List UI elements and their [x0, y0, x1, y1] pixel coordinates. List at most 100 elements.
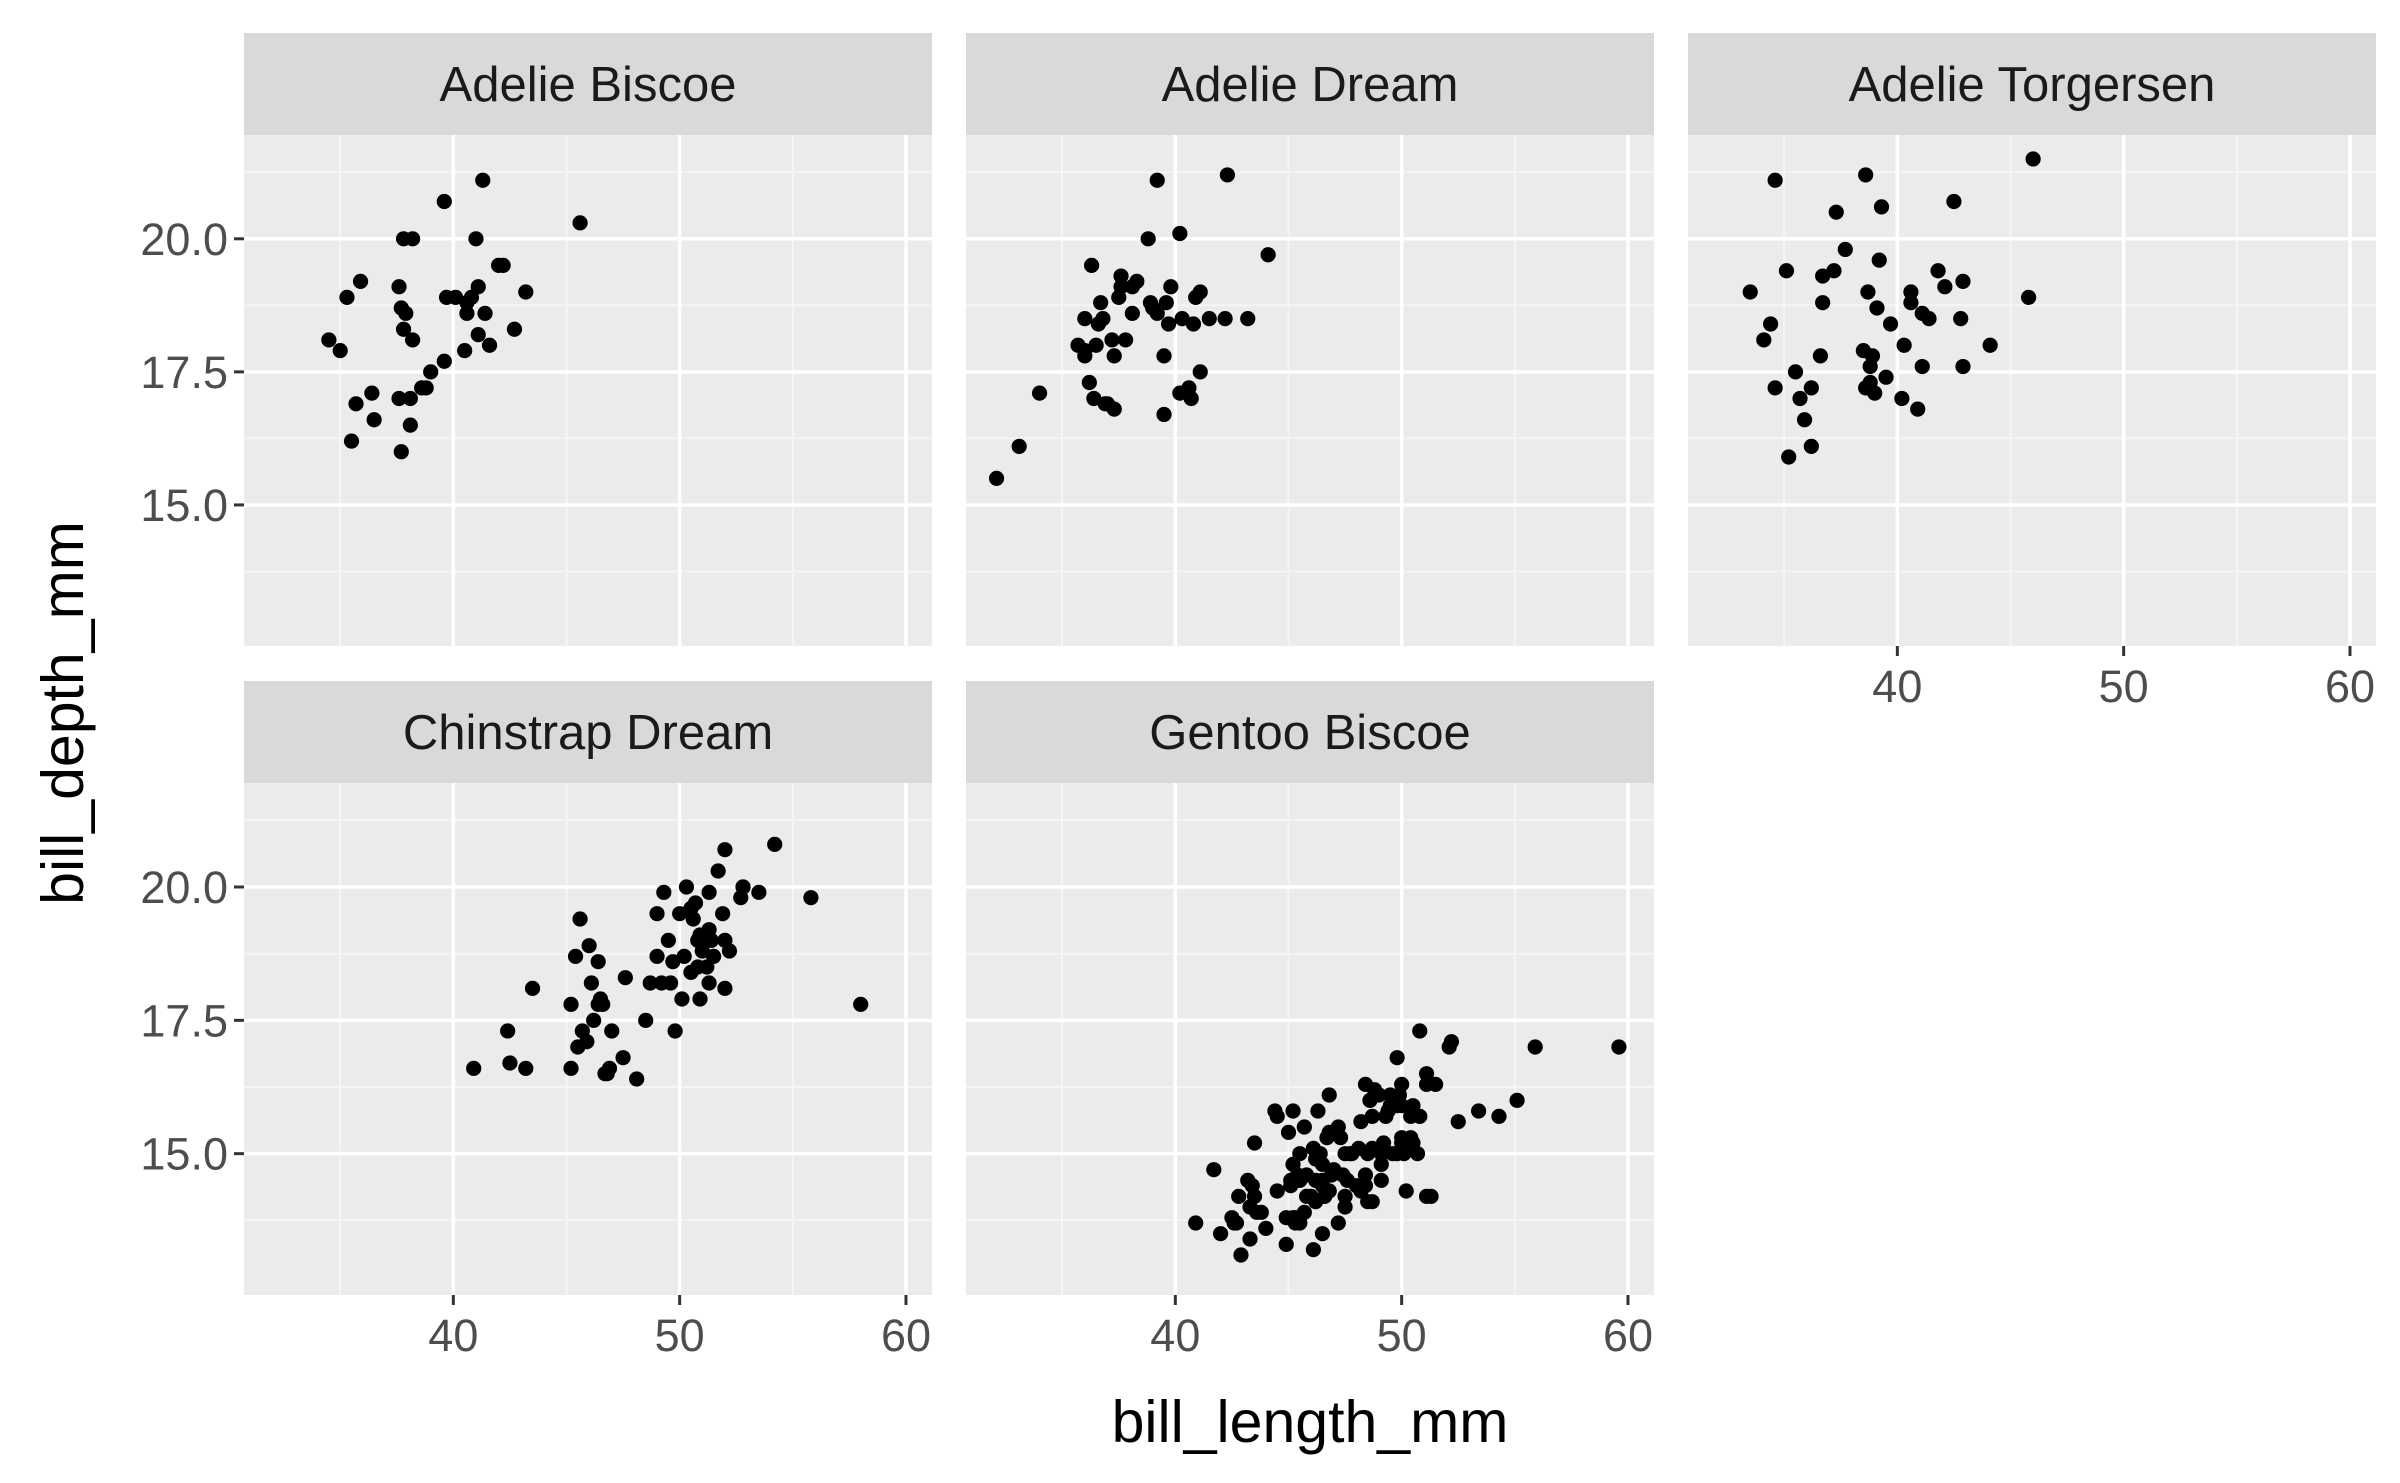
- data-point: [717, 842, 733, 858]
- data-point: [506, 321, 523, 337]
- data-point: [436, 353, 452, 369]
- y-tick-label: 15.0: [140, 1129, 228, 1180]
- data-point: [398, 305, 414, 321]
- data-point: [1394, 1076, 1410, 1092]
- data-point: [1330, 1215, 1346, 1231]
- data-point: [1124, 305, 1140, 321]
- facet-strip-label: Adelie Dream: [1162, 58, 1459, 112]
- data-point: [660, 932, 676, 948]
- x-tick-label: 40: [428, 1310, 478, 1361]
- data-point: [405, 332, 421, 348]
- facet-panel: Adelie Torgersen: [1688, 33, 2376, 646]
- x-tick-label: 60: [1603, 1310, 1653, 1361]
- data-point: [649, 948, 665, 964]
- facet-strip: [966, 33, 1654, 135]
- data-point: [1303, 1188, 1319, 1204]
- data-point: [332, 342, 348, 359]
- data-point: [1860, 284, 1876, 300]
- data-point: [1756, 332, 1772, 348]
- x-tick-label: 40: [1150, 1310, 1200, 1361]
- data-point: [1778, 263, 1795, 279]
- data-point: [1389, 1146, 1405, 1162]
- data-point: [563, 996, 579, 1012]
- facet-strip: [244, 33, 932, 135]
- data-point: [988, 470, 1005, 486]
- data-point: [1160, 316, 1177, 332]
- data-point: [1081, 374, 1097, 391]
- data-point: [436, 193, 452, 210]
- data-point: [615, 1050, 631, 1066]
- panels-layer: Adelie Biscoe Adelie Dream Adelie Torgerse…: [244, 33, 2376, 1295]
- data-point: [1873, 199, 1890, 215]
- data-points: [1188, 1023, 1627, 1263]
- data-point: [500, 1023, 516, 1039]
- data-points: [1742, 151, 2041, 465]
- data-point: [735, 879, 751, 895]
- data-point: [1882, 316, 1899, 332]
- facet-panel: Gentoo Biscoe: [966, 681, 1654, 1295]
- data-point: [656, 884, 672, 900]
- data-point: [475, 172, 491, 188]
- data-point: [663, 975, 679, 991]
- data-point: [466, 1060, 482, 1076]
- data-point: [1389, 1050, 1405, 1066]
- data-point: [477, 305, 493, 321]
- data-point: [470, 327, 486, 343]
- data-point: [1611, 1039, 1627, 1055]
- data-point: [1086, 390, 1102, 407]
- data-point: [1093, 295, 1109, 311]
- x-tick-label: 60: [2325, 661, 2375, 712]
- y-tick-label: 20.0: [140, 214, 228, 265]
- data-point: [617, 970, 633, 986]
- data-point: [1260, 247, 1276, 263]
- data-point: [1269, 1108, 1285, 1124]
- data-point: [1837, 241, 1853, 258]
- data-point: [667, 1023, 683, 1039]
- data-point: [1077, 342, 1093, 359]
- data-point: [495, 257, 511, 274]
- data-point: [1185, 316, 1202, 332]
- data-point: [1172, 225, 1188, 242]
- data-point: [1878, 369, 1894, 385]
- data-point: [1246, 1188, 1263, 1204]
- y-tick-label: 17.5: [140, 995, 228, 1046]
- data-point: [1213, 1226, 1229, 1242]
- data-point: [1219, 167, 1235, 183]
- data-point: [1228, 1215, 1245, 1231]
- data-point: [423, 364, 439, 380]
- facet-strip: [1688, 33, 2376, 135]
- panel-background: [966, 783, 1654, 1295]
- data-point: [343, 433, 360, 449]
- data-point: [1113, 279, 1129, 295]
- data-point: [1450, 1114, 1466, 1130]
- data-point: [1371, 1087, 1387, 1103]
- data-point: [1423, 1188, 1439, 1204]
- data-point: [1201, 311, 1217, 327]
- data-point: [694, 943, 710, 959]
- data-point: [1894, 390, 1910, 407]
- data-point: [1233, 1247, 1249, 1263]
- data-point: [1428, 1076, 1444, 1092]
- data-point: [1183, 390, 1199, 407]
- data-point: [1896, 337, 1912, 353]
- data-point: [1088, 337, 1104, 353]
- data-point: [448, 289, 464, 305]
- data-point: [418, 380, 434, 396]
- data-points: [466, 836, 869, 1087]
- data-point: [402, 390, 418, 407]
- y-tick-label: 17.5: [140, 347, 228, 398]
- data-point: [1862, 374, 1878, 391]
- facet-panel: Adelie Dream: [966, 33, 1654, 646]
- data-point: [586, 1012, 602, 1028]
- data-point: [1163, 279, 1179, 295]
- data-point: [1129, 273, 1145, 289]
- data-point: [678, 879, 695, 895]
- data-point: [1953, 311, 1969, 327]
- data-point: [1398, 1183, 1414, 1199]
- data-point: [321, 332, 337, 348]
- data-point: [348, 396, 364, 412]
- data-point: [393, 444, 409, 460]
- y-axis-layer: 15.0 17.5 20.0 15.0 17.5 20.0: [140, 214, 244, 1180]
- data-point: [1914, 358, 1930, 375]
- data-point: [1321, 1087, 1337, 1103]
